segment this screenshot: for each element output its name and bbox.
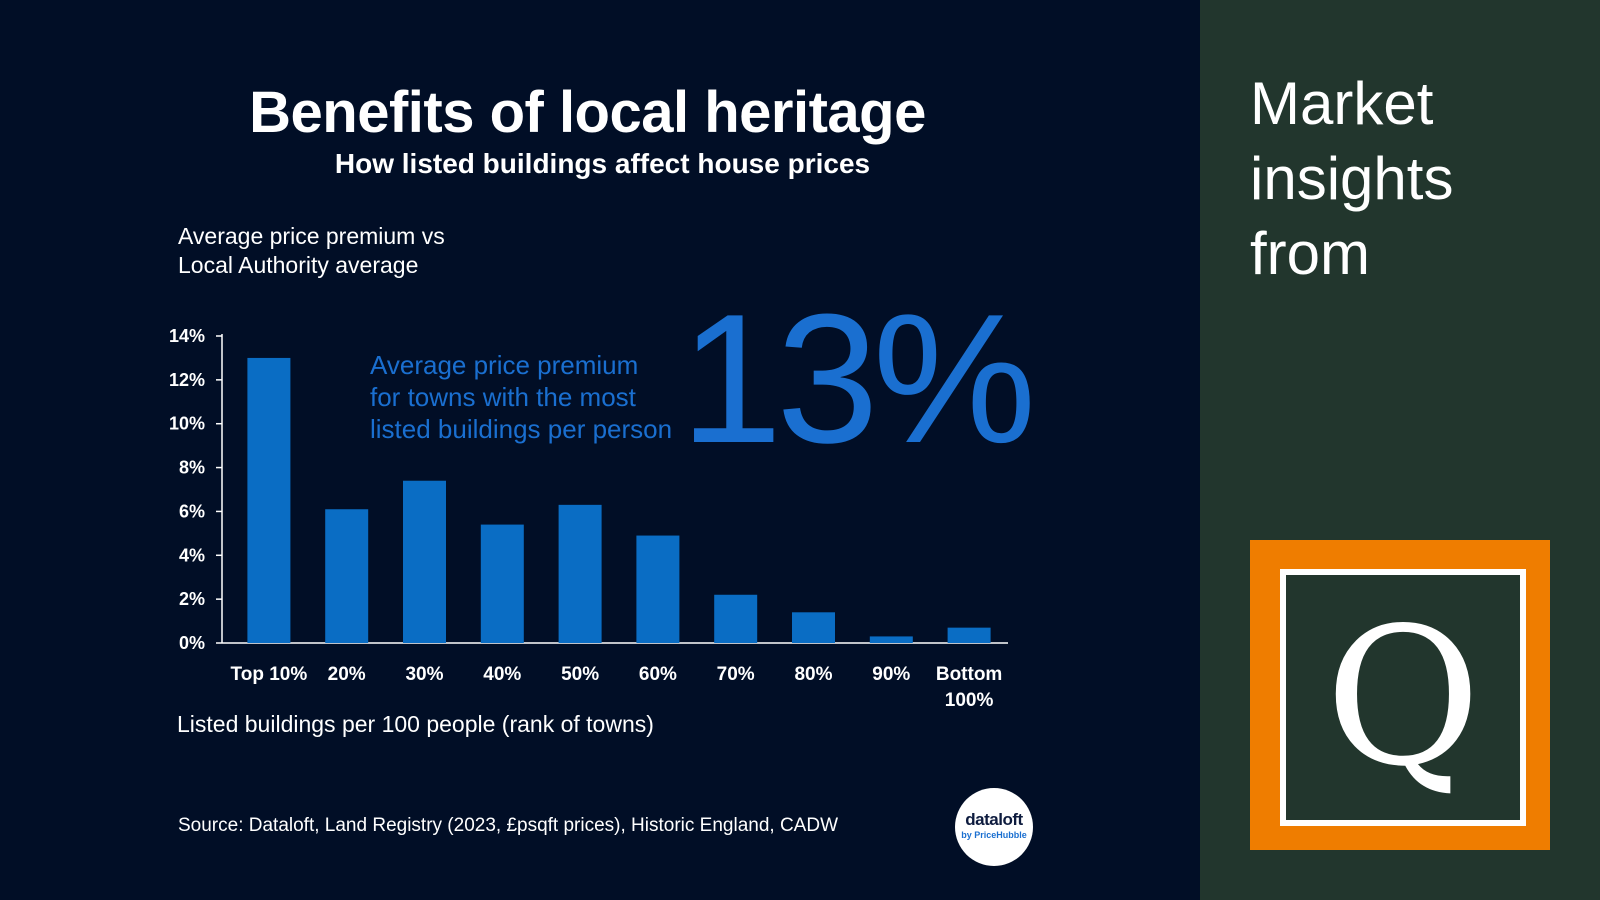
x-tick-label: Top 10% [231, 664, 308, 685]
x-tick-label-line: 20% [328, 664, 366, 685]
x-tick-label: 30% [405, 664, 443, 685]
y-tick-label: 0% [179, 633, 205, 653]
x-tick-label: 20% [328, 664, 366, 685]
callout-line: listed buildings per person [370, 414, 673, 444]
y-tick-label: 12% [169, 370, 205, 390]
bar [947, 627, 991, 643]
callout-value: 13% [680, 275, 1036, 481]
x-tick-label: 50% [561, 664, 599, 685]
x-tick-label: 70% [717, 664, 755, 685]
bar [558, 504, 602, 643]
bar [714, 594, 758, 643]
y-axis-label: Average price premium vs Local Authority… [178, 222, 538, 280]
logo-wordmark: dataloft [965, 810, 1023, 829]
x-tick-label-line: 80% [794, 664, 832, 685]
side-heading-line: Market [1250, 70, 1434, 137]
x-tick-label: 80% [794, 664, 832, 685]
dataloft-logo: dataloft by PriceHubble [955, 788, 1033, 866]
source-note: Source: Dataloft, Land Registry (2023, £… [178, 815, 839, 836]
bar [792, 612, 835, 643]
side-heading-line: from [1250, 220, 1370, 287]
x-tick-label-line: 50% [561, 664, 599, 685]
x-axis-label: Listed buildings per 100 people (rank of… [177, 711, 654, 737]
logo-tagline: by PriceHubble [961, 830, 1027, 840]
bar [325, 509, 369, 643]
bar-chart: 0% 2% 4% 6% 8% 10% 12% 14% Top 10% 20% 30% 40% 50% 60… [169, 326, 1008, 711]
bar [247, 357, 291, 643]
x-tick-label: 40% [483, 664, 521, 685]
bar [403, 480, 446, 643]
y-axis-label-line: Average price premium vs [178, 223, 445, 249]
x-tick-label-line: 30% [405, 664, 443, 685]
x-tick-label-line: 100% [945, 690, 994, 711]
x-tick-label: Bottom 100% [936, 664, 1002, 711]
x-tick-label-line: 90% [872, 664, 910, 685]
y-tick-label: 14% [169, 326, 205, 346]
bar [480, 524, 524, 643]
x-tick-label-line: 40% [483, 664, 521, 685]
chart-title: Benefits of local heritage [249, 80, 926, 145]
x-tick-label: 60% [639, 664, 677, 685]
brand-logo: Q [1250, 540, 1550, 850]
bar [636, 535, 680, 643]
x-tick-label-line: 70% [717, 664, 755, 685]
y-tick-label: 8% [179, 458, 205, 478]
main-panel [0, 0, 1200, 900]
brand-logo-frame: Q [1280, 569, 1526, 826]
y-tick-label: 10% [169, 414, 205, 434]
brand-letter-icon: Q [1325, 587, 1481, 808]
x-tick-label-line: Top 10% [231, 664, 308, 685]
y-tick-label: 6% [179, 501, 205, 521]
y-tick-label: 4% [179, 545, 205, 565]
x-tick-label: 90% [872, 664, 910, 685]
callout-line: Average price premium [370, 350, 639, 380]
x-tick-label-line: Bottom [936, 664, 1002, 685]
chart-subtitle: How listed buildings affect house prices [334, 148, 871, 179]
y-axis-label-line: Local Authority average [178, 252, 419, 278]
y-tick-label: 2% [179, 589, 205, 609]
bar [869, 636, 913, 643]
side-heading-line: insights [1250, 145, 1454, 212]
side-heading: Market insights from [1250, 66, 1580, 291]
x-tick-label-line: 60% [639, 664, 677, 685]
callout-text: Average price premium for towns with the… [370, 349, 710, 445]
callout-line: for towns with the most [370, 382, 636, 412]
